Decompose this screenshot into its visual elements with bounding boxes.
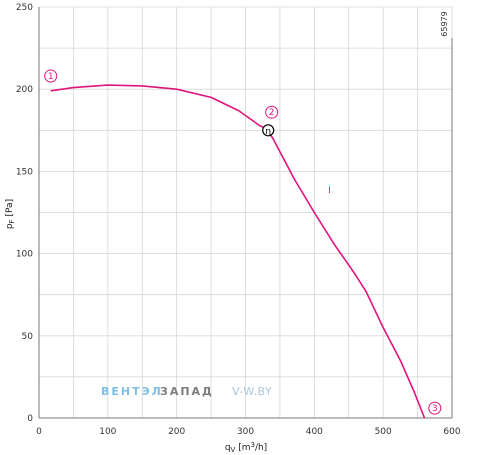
annotations: I <box>328 186 331 196</box>
x-tick-label: 100 <box>99 427 116 437</box>
x-label-sub: V <box>231 446 236 454</box>
curve-marker-circle <box>428 401 442 415</box>
y-tick-label: 250 <box>16 3 33 13</box>
y-tick-label: 50 <box>22 332 34 342</box>
y-label-sub: F <box>8 219 16 223</box>
y-tick-label: 100 <box>16 250 33 260</box>
curve-marker-label: 3 <box>432 404 438 414</box>
curve-marker-circle <box>44 69 58 83</box>
plot-frame <box>38 7 453 419</box>
watermark: ВЕНТЭЛ ЗАПАД V-W.BY <box>101 385 272 398</box>
x-tick-label: 500 <box>375 427 392 437</box>
watermark-part-3: V-W.BY <box>232 385 272 398</box>
watermark-part-2: ЗАПАД <box>160 385 214 398</box>
y-tick-label: 200 <box>16 85 33 95</box>
y-tick-label: 0 <box>27 414 33 424</box>
x-label-unit-end: /h] <box>255 443 267 453</box>
efficiency-point-label: η <box>265 127 271 137</box>
y-label-unit: [Pa] <box>5 199 15 219</box>
y-label-p: p <box>5 223 15 229</box>
markers: 1 2 3 η <box>44 69 442 415</box>
x-tick-label: 400 <box>306 427 323 437</box>
y-axis-ticks: 0 50 100 150 200 250 <box>16 3 33 424</box>
x-tick-label: 0 <box>36 427 42 437</box>
y-tick-label: 150 <box>16 167 33 177</box>
fan-curve-line <box>50 84 426 419</box>
grid <box>38 6 453 419</box>
x-label-q: q <box>225 443 231 453</box>
x-tick-label: 300 <box>237 427 254 437</box>
diagram-id: 65979 <box>440 11 449 36</box>
x-label-unit: [m <box>235 443 250 453</box>
curve-annotation: I <box>328 186 331 196</box>
x-axis-label: qV [m3/h] <box>225 441 267 454</box>
curve-marker-label: 2 <box>269 108 275 118</box>
x-tick-label: 200 <box>168 427 185 437</box>
watermark-part-1: ВЕНТЭЛ <box>101 385 163 398</box>
curve-marker-label: 1 <box>48 72 54 82</box>
x-axis-ticks: 0 100 200 300 400 500 600 <box>36 427 461 437</box>
x-label-sup: 3 <box>250 441 254 449</box>
series <box>50 84 426 419</box>
y-axis-label: pF [Pa] <box>5 199 16 229</box>
efficiency-point-circle <box>262 124 275 137</box>
x-tick-label: 600 <box>443 427 460 437</box>
curve-marker-circle <box>265 105 279 119</box>
